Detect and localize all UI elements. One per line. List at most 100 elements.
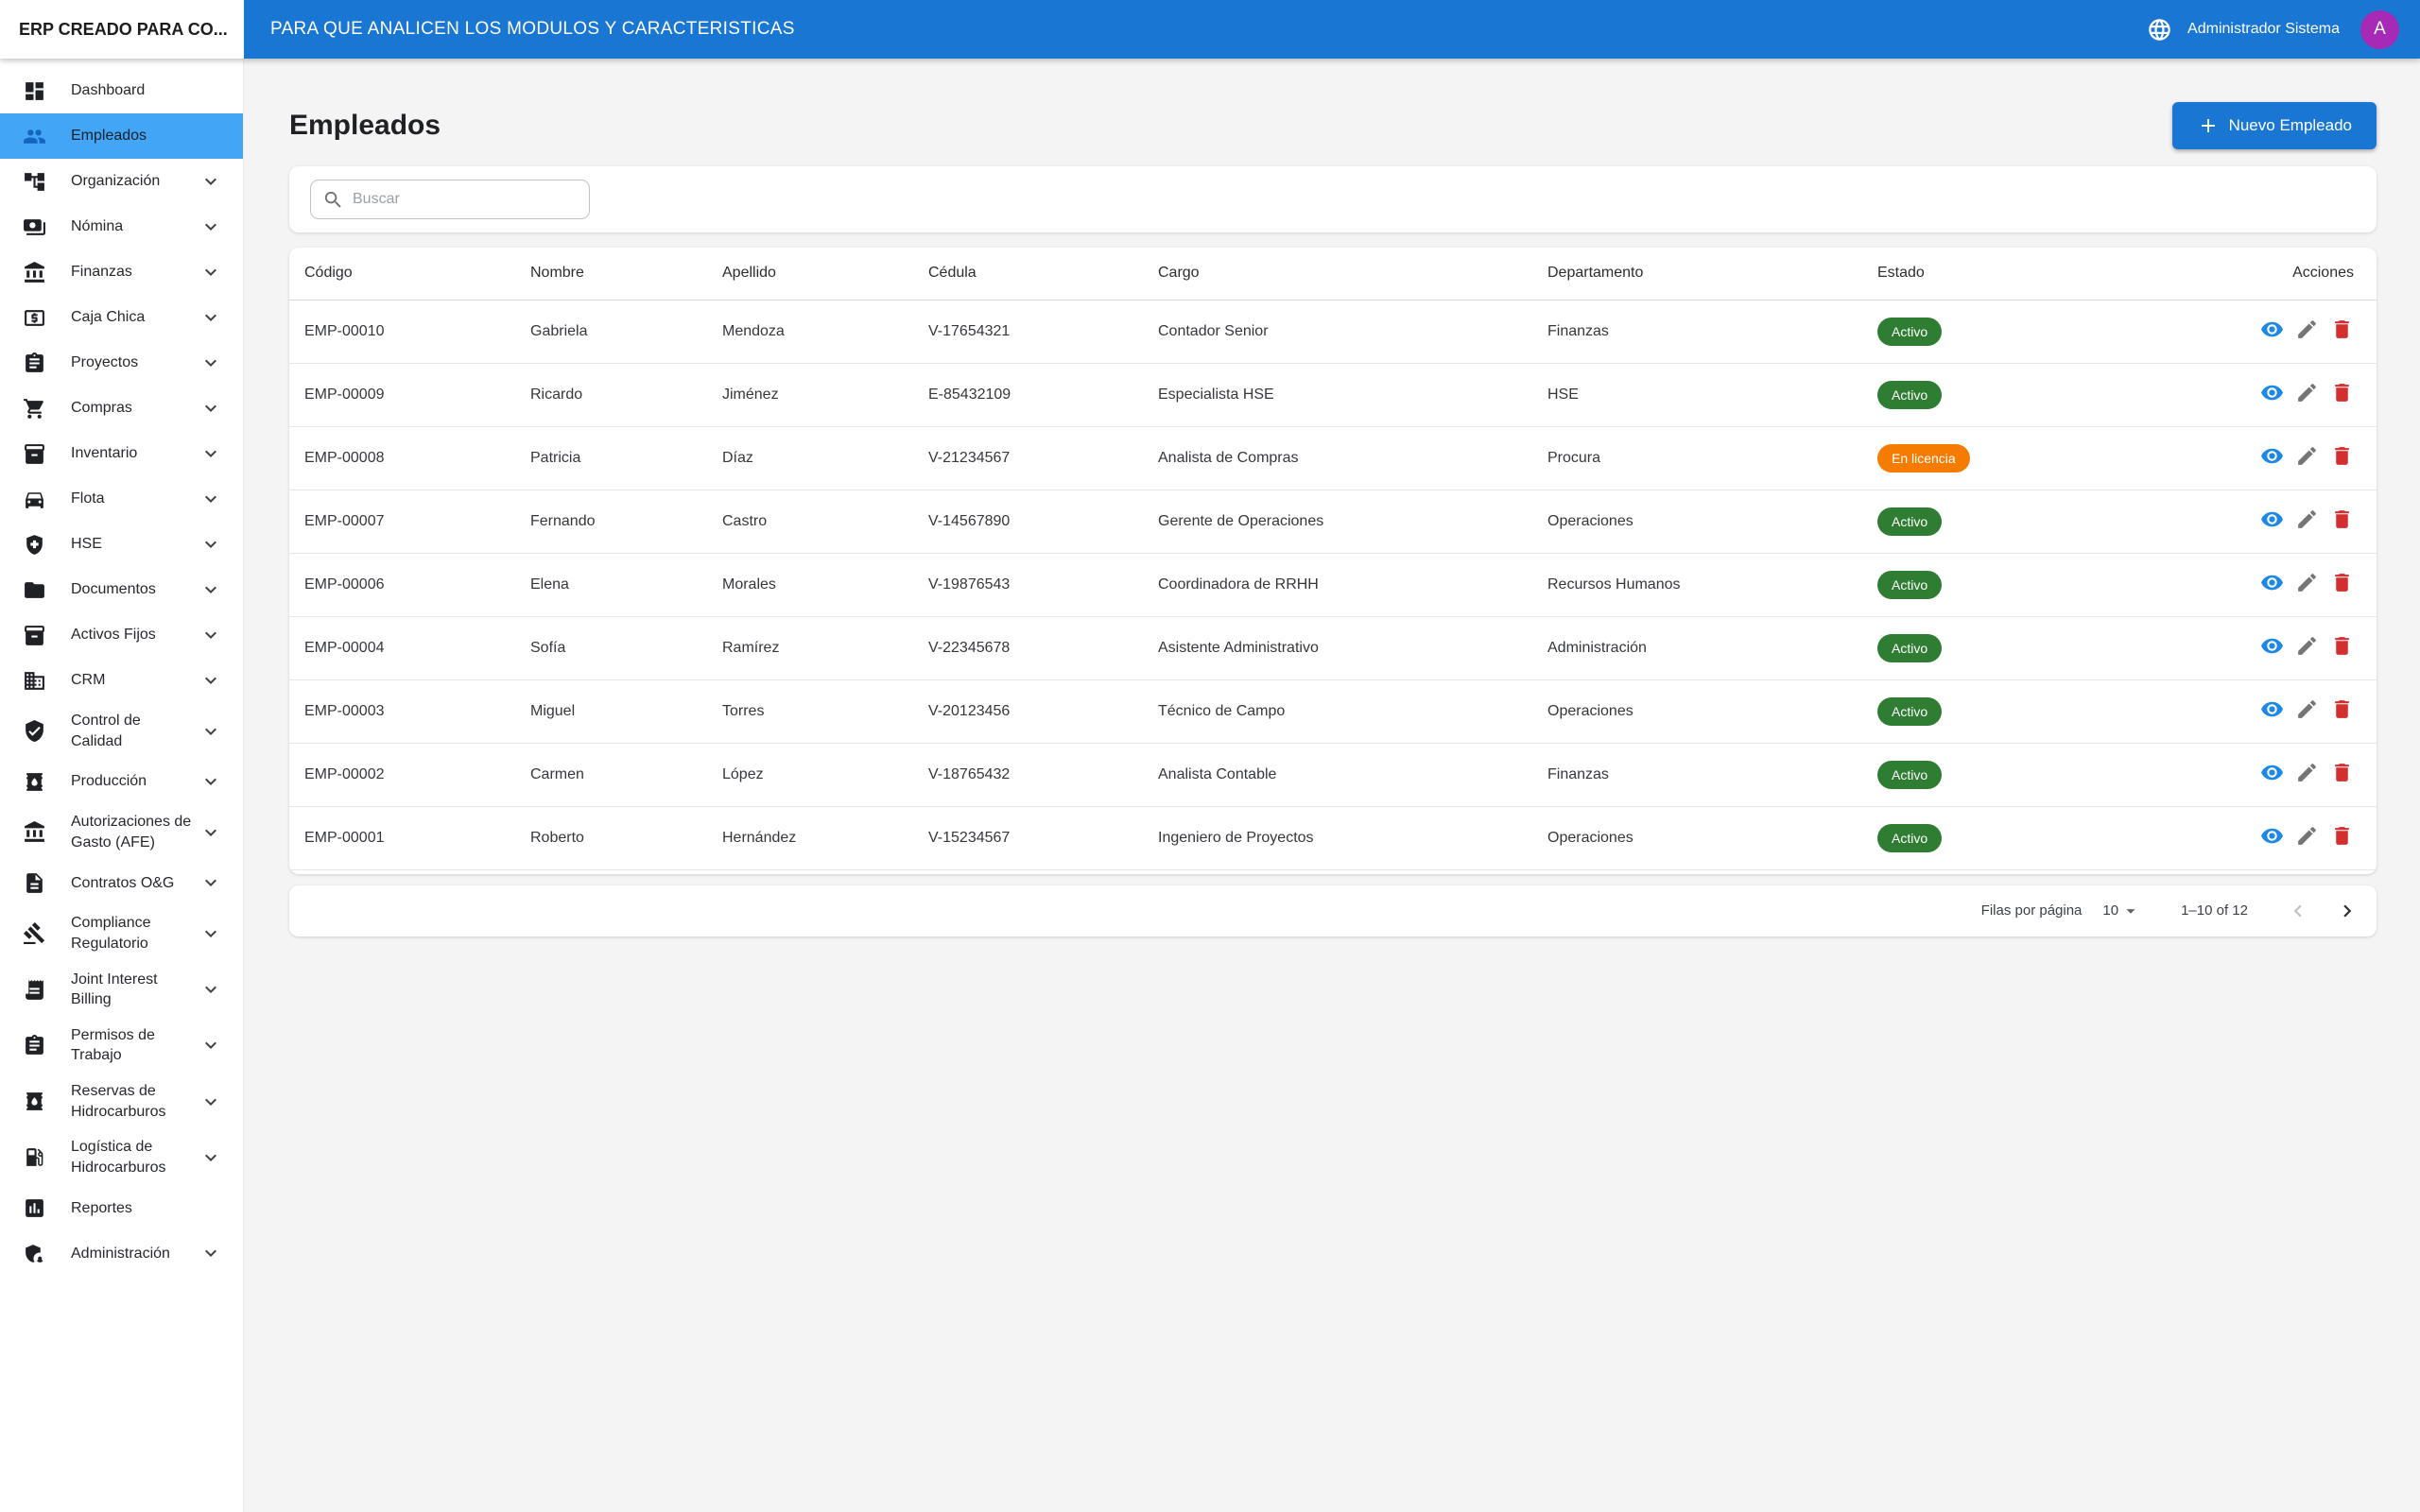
app-title: ERP CREADO PARA CO... [0,0,244,59]
sidebar-item-control-de-calidad[interactable]: Control de Calidad [0,703,243,759]
sidebar-item-permisos-de-trabajo[interactable]: Permisos de Trabajo [0,1018,243,1074]
previous-page-button[interactable] [2286,899,2310,923]
sidebar-item-activos-fijos[interactable]: Activos Fijos [0,612,243,658]
delete-button[interactable] [2330,444,2354,468]
table-row: EMP-00001 Roberto Hernández V-15234567 Ingen… [289,806,2377,870]
globe-icon[interactable] [2147,17,2172,43]
status-badge: Activo [1877,823,1943,852]
delete-button[interactable] [2330,318,2354,341]
trash-icon [2335,509,2349,528]
edit-button[interactable] [2295,634,2319,658]
view-button[interactable] [2260,507,2284,531]
sidebar-item-caja-chica[interactable]: Caja Chica [0,295,243,340]
page-title: Empleados [289,110,441,141]
status-badge: En licencia [1877,443,1970,472]
cell-acciones [2231,426,2377,490]
sidebar-item-n-mina[interactable]: Nómina [0,204,243,249]
sidebar-item-organizaci-n[interactable]: Organización [0,159,243,204]
delete-button[interactable] [2330,381,2354,404]
trash-icon [2335,826,2349,845]
view-button[interactable] [2260,444,2284,468]
view-button[interactable] [2260,381,2284,404]
cell-cargo: Asistente Administrativo [1158,616,1547,680]
sidebar-item-label: Reportes [71,1199,132,1216]
edit-button[interactable] [2295,824,2319,848]
eye-icon [2261,701,2283,716]
sidebar-item-joint-interest-billing[interactable]: Joint Interest Billing [0,962,243,1018]
view-button[interactable] [2260,571,2284,594]
people-icon [23,125,46,148]
sidebar-item-flota[interactable]: Flota [0,476,243,522]
sidebar-item-empleados[interactable]: Empleados [0,113,243,159]
sidebar-item-reportes[interactable]: Reportes [0,1185,243,1230]
delete-button[interactable] [2330,507,2354,531]
view-button[interactable] [2260,318,2284,341]
sidebar-item-proyectos[interactable]: Proyectos [0,340,243,386]
table-row: EMP-00004 Sofía Ramírez V-22345678 Asistente… [289,616,2377,680]
cell-estado: Activo [1877,616,2231,680]
sidebar-item-reservas-de-hidrocarburos[interactable]: Reservas de Hidrocarburos [0,1074,243,1129]
cell-cargo: Coordinadora de RRHH [1158,553,1547,617]
cell-cargo: Técnico de Campo [1158,679,1547,744]
view-button[interactable] [2260,824,2284,848]
cell-codigo: EMP-00004 [289,616,530,680]
column-header-departamento: Departamento [1547,248,1877,301]
cell-estado: En licencia [1877,426,2231,490]
edit-button[interactable] [2295,381,2319,404]
cell-departamento: Operaciones [1547,679,1877,744]
table-row: EMP-00002 Carmen López V-18765432 Analista C… [289,743,2377,807]
edit-button[interactable] [2295,318,2319,341]
rows-per-page-label: Filas por página [1980,902,2083,919]
sidebar-item-compliance-regulatorio[interactable]: Compliance Regulatorio [0,905,243,961]
avatar[interactable]: A [2360,9,2399,49]
view-button[interactable] [2260,697,2284,721]
cell-cargo: Analista Contable [1158,743,1547,807]
sidebar-item-finanzas[interactable]: Finanzas [0,249,243,295]
new-employee-button[interactable]: Nuevo Empleado [2171,102,2377,149]
sidebar-item-label: Producción [71,773,147,790]
chevron-down-icon [199,624,222,646]
edit-button[interactable] [2295,761,2319,784]
chevron-down-icon [199,533,222,556]
search-input[interactable] [353,191,578,208]
next-page-button[interactable] [2335,899,2360,923]
sidebar-item-autorizaciones-de-gasto-afe[interactable]: Autorizaciones de Gasto (AFE) [0,804,243,860]
dashboard-icon [23,79,46,103]
view-button[interactable] [2260,761,2284,784]
delete-button[interactable] [2330,824,2354,848]
pencil-icon [2298,319,2316,338]
cell-estado: Activo [1877,743,2231,807]
delete-button[interactable] [2330,634,2354,658]
cell-departamento: Procura [1547,426,1877,490]
sidebar-item-label: CRM [71,672,106,689]
delete-button[interactable] [2330,571,2354,594]
sidebar-item-administraci-n[interactable]: Administración [0,1230,243,1276]
delete-button[interactable] [2330,761,2354,784]
oil-barrel-icon [23,1090,46,1113]
chevron-down-icon [199,352,222,374]
sidebar-item-producci-n[interactable]: Producción [0,759,243,804]
cell-nombre: Sofía [530,616,722,680]
delete-button[interactable] [2330,697,2354,721]
sidebar-item-contratos-o-g[interactable]: Contratos O&G [0,860,243,905]
sidebar-item-documentos[interactable]: Documentos [0,567,243,612]
edit-button[interactable] [2295,507,2319,531]
pencil-icon [2298,826,2316,845]
sidebar-item-log-stica-de-hidrocarburos[interactable]: Logística de Hidrocarburos [0,1129,243,1185]
sidebar-item-inventario[interactable]: Inventario [0,431,243,476]
pagination-range: 1–10 of 12 [2181,902,2248,919]
status-badge: Activo [1877,633,1943,662]
column-header-nombre: Nombre [530,248,722,301]
view-button[interactable] [2260,634,2284,658]
edit-button[interactable] [2295,444,2319,468]
sidebar-item-compras[interactable]: Compras [0,386,243,431]
rows-per-page-select[interactable]: 10 [2102,901,2141,921]
edit-button[interactable] [2295,571,2319,594]
sidebar-item-crm[interactable]: CRM [0,658,243,703]
sidebar-item-label: Joint Interest Billing [71,971,158,1008]
sidebar-item-dashboard[interactable]: Dashboard [0,68,243,113]
chevron-down-icon [199,720,222,743]
eye-icon [2261,385,2283,400]
edit-button[interactable] [2295,697,2319,721]
sidebar-item-hse[interactable]: HSE [0,522,243,567]
